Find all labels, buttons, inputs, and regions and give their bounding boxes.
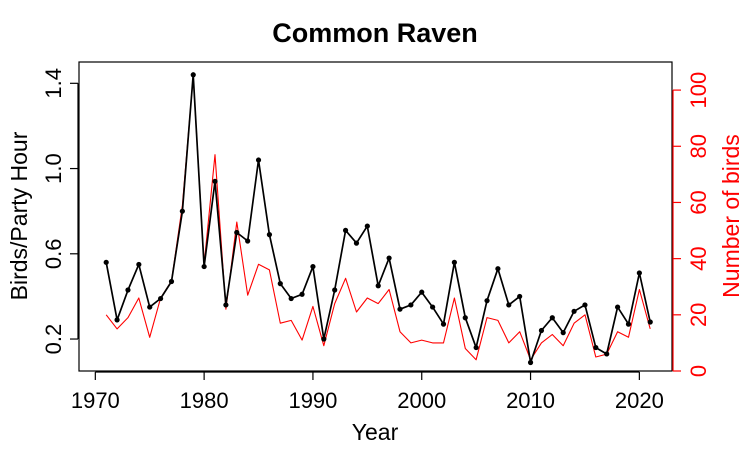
rate-data-point [168, 278, 175, 285]
left-y-tick-label: 1.4 [41, 68, 66, 99]
rate-data-point [386, 255, 392, 261]
rate-data-point [321, 336, 327, 342]
rate-data-point [125, 287, 131, 293]
x-tick-label: 1990 [288, 388, 337, 413]
rate-data-point [342, 227, 349, 233]
left-y-tick-label: 0.6 [41, 238, 66, 269]
right-y-tick-label: 60 [686, 190, 711, 214]
right-y-tick-label: 100 [686, 72, 711, 109]
right-y-axis-label: Number of birds [718, 134, 744, 298]
x-tick-label: 2020 [615, 388, 664, 413]
rate-data-point [375, 283, 381, 289]
rate-data-point [549, 315, 555, 321]
rate-data-point [223, 302, 229, 308]
rate-data-point [451, 259, 457, 265]
rate-data-point [495, 266, 501, 272]
series-layer [103, 72, 653, 366]
right-y-tick-label: 40 [686, 246, 711, 270]
rate-data-point [538, 327, 545, 334]
rate-data-point [255, 157, 262, 163]
chart-title: Common Raven [272, 18, 478, 48]
left-y-tick-label: 0.2 [41, 324, 66, 355]
rate-data-point [604, 351, 610, 357]
rate-data-point [288, 295, 294, 302]
rate-data-point [136, 261, 142, 268]
right-y-tick-label: 80 [686, 134, 711, 158]
x-tick-label: 2000 [397, 388, 446, 413]
right-y-tick-label: 20 [686, 303, 711, 327]
rate-data-point [114, 317, 120, 323]
rate-data-point [462, 315, 468, 321]
rate-data-point [332, 287, 338, 293]
rate-data-point [647, 319, 653, 325]
rate-data-point [473, 344, 479, 351]
rate-data-point [625, 321, 632, 327]
x-tick-label: 2010 [506, 388, 555, 413]
plot-frame [78, 61, 673, 372]
rate-data-point [147, 304, 153, 310]
rate-data-point [397, 306, 403, 312]
rate-data-point [419, 289, 425, 295]
rate-data-point [310, 263, 316, 270]
x-tick-label: 1970 [71, 388, 120, 413]
rate-data-point [527, 359, 534, 366]
rate-data-point [636, 270, 642, 276]
rate-data-point [277, 281, 283, 287]
rate-data-point [582, 302, 588, 308]
rate-data-point [158, 295, 164, 302]
count-series-line [105, 75, 651, 361]
rate-data-point [245, 238, 251, 244]
x-tick-label: 1980 [180, 388, 229, 413]
rate-data-point [201, 263, 207, 270]
right-y-tick-label: 0 [686, 365, 711, 377]
left-y-axis-label: Birds/Party Hour [6, 131, 32, 300]
rate-data-point [571, 308, 577, 314]
rate-data-point [266, 232, 273, 238]
rate-data-point [299, 291, 305, 297]
rate-data-point [593, 344, 599, 351]
rate-data-point [506, 302, 512, 308]
left-y-tick-label: 1.0 [41, 153, 66, 184]
rate-data-point [212, 178, 218, 184]
rate-data-point [190, 72, 196, 78]
rate-data-point [484, 298, 490, 304]
rate-data-point [234, 229, 240, 236]
rate-data-point [440, 321, 447, 327]
x-axis: 1970 1980 1990 2000 2010 2020 [71, 371, 664, 413]
rate-series-line [105, 73, 652, 364]
rate-data-point [517, 293, 523, 300]
rate-data-point [364, 223, 370, 229]
rate-data-point [614, 304, 621, 310]
rate-data-point [179, 208, 185, 214]
x-axis-label: Year [352, 419, 399, 445]
rate-data-point [430, 304, 436, 310]
right-y-axis: 0 20 40 60 80 100 [672, 72, 711, 377]
rate-data-point [408, 302, 414, 308]
rate-data-point [103, 259, 109, 265]
left-y-axis: 0.2 0.6 1.0 1.4 [41, 68, 79, 355]
rate-data-point [353, 240, 360, 246]
rate-data-point [560, 330, 566, 336]
